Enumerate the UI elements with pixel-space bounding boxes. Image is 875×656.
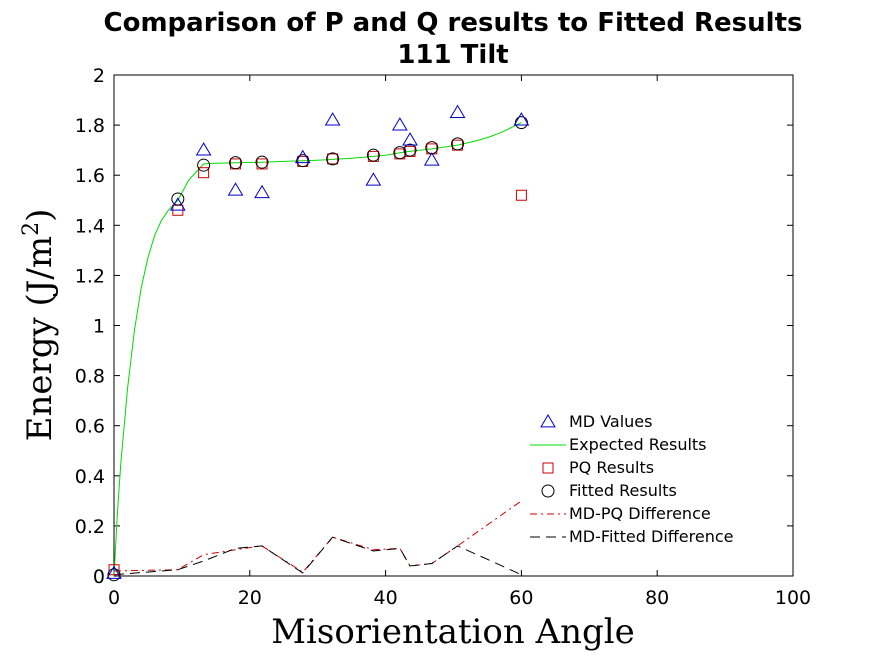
- data-point: [324, 112, 341, 126]
- x-tick-label: 100: [775, 587, 811, 609]
- legend: MD Values Expected Results PQ Results Fitte…: [530, 412, 734, 546]
- data-point: [198, 167, 210, 179]
- y-tick-label: 0.6: [75, 416, 105, 438]
- data-point: [513, 112, 530, 126]
- y-axis-label-close: ): [20, 209, 60, 222]
- y-tick-label: 0.2: [75, 516, 105, 538]
- series-3: [107, 116, 528, 582]
- x-tick-label: 20: [238, 587, 262, 609]
- data-point: [449, 104, 466, 118]
- legend-label: PQ Results: [569, 458, 654, 477]
- data-point: [195, 142, 212, 156]
- data-point: [107, 568, 121, 582]
- chart-title-line-2: 111 Tilt: [397, 40, 508, 70]
- legend-label: MD-PQ Difference: [569, 504, 711, 523]
- legend-entry: MD Values: [540, 412, 652, 431]
- legend-label: MD Values: [569, 412, 652, 431]
- data-point: [256, 158, 268, 170]
- x-tick-label: 40: [374, 587, 398, 609]
- data-point: [403, 143, 417, 157]
- data-point: [327, 153, 339, 165]
- legend-swatch-marker: [541, 484, 555, 498]
- x-tick-label: 60: [509, 587, 533, 609]
- legend-entry: MD-PQ Difference: [530, 504, 711, 523]
- y-axis-label-main: Energy (J/m: [20, 236, 60, 441]
- x-axis-label: Misorientation Angle: [271, 612, 635, 652]
- data-point: [402, 132, 418, 146]
- legend-swatch-marker: [542, 462, 554, 474]
- data-point: [391, 117, 408, 131]
- data-point: [423, 152, 440, 166]
- series-1: [113, 122, 522, 577]
- series-line: [113, 122, 522, 577]
- data-point: [393, 146, 407, 160]
- data-point: [451, 137, 465, 151]
- y-tick-label: 0.4: [75, 466, 105, 488]
- data-point: [254, 184, 270, 199]
- y-tick-label: 0: [93, 566, 105, 588]
- y-tick-label: 1.6: [75, 165, 105, 187]
- data-point: [197, 158, 211, 172]
- data-point: [169, 197, 186, 211]
- x-tick-label: 80: [645, 587, 669, 609]
- data-point: [108, 564, 120, 576]
- legend-entry: PQ Results: [542, 458, 654, 477]
- x-tick-label: 0: [108, 587, 120, 609]
- data-point: [366, 148, 380, 162]
- data-point: [171, 192, 185, 206]
- data-point: [365, 172, 382, 186]
- series-0: [106, 104, 530, 579]
- chart-title: Comparison of P and Q results to Fitted …: [104, 8, 803, 70]
- y-axis-ticks: 0 0.2 0.4 0.6 0.8 1 1.2 1.4 1.6 1.8 2: [75, 65, 793, 588]
- series-layer: [106, 104, 530, 582]
- legend-entry: Expected Results: [530, 435, 707, 454]
- data-point: [229, 156, 243, 170]
- legend-label: MD-Fitted Difference: [569, 527, 734, 546]
- data-point: [227, 182, 244, 196]
- y-axis-label: Energy (J/m2): [19, 209, 60, 442]
- data-point: [326, 152, 340, 166]
- legend-label: Fitted Results: [569, 481, 677, 500]
- data-point: [294, 149, 311, 164]
- y-tick-label: 1: [93, 316, 105, 338]
- y-tick-label: 1.8: [75, 115, 105, 137]
- legend-swatch-marker: [540, 414, 556, 428]
- series-line: [113, 536, 522, 576]
- data-point: [106, 565, 122, 579]
- x-axis-ticks: 0 20 40 60 80 100: [108, 75, 811, 609]
- data-point: [514, 116, 528, 130]
- data-point: [515, 189, 527, 201]
- chart-title-line-1: Comparison of P and Q results to Fitted …: [104, 8, 803, 38]
- legend-entry: Fitted Results: [541, 481, 677, 500]
- legend-label: Expected Results: [569, 435, 707, 454]
- legend-entry: MD-Fitted Difference: [530, 527, 734, 546]
- y-tick-label: 1.4: [75, 215, 105, 237]
- y-tick-label: 1.2: [75, 265, 105, 287]
- y-axis-label-group: Energy (J/m2): [19, 209, 60, 442]
- y-tick-label: 0.8: [75, 366, 105, 388]
- y-tick-label: 2: [93, 65, 105, 87]
- series-4: [113, 500, 522, 573]
- series-line: [113, 500, 522, 573]
- data-point: [255, 155, 269, 169]
- y-axis-label-superscript: 2: [19, 222, 44, 236]
- series-5: [113, 536, 522, 576]
- series-2: [108, 139, 527, 576]
